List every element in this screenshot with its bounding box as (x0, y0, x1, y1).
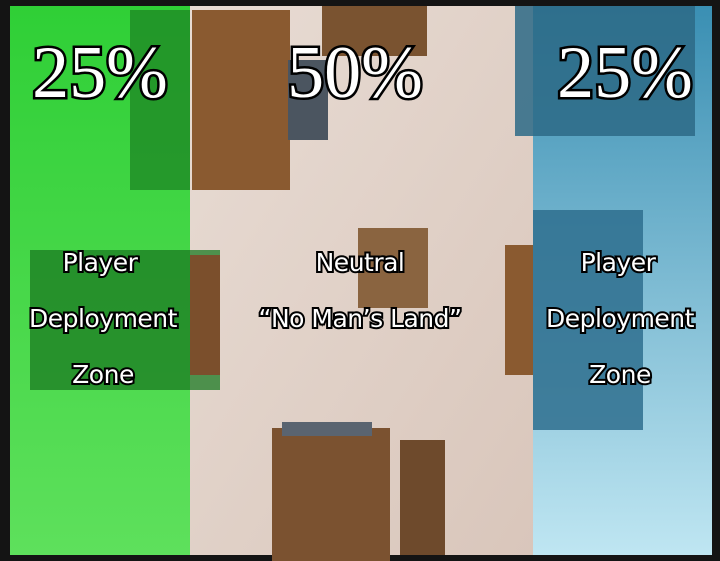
zone-share: 25% (557, 32, 693, 114)
buildings (30, 6, 695, 561)
zone-label: Zone (589, 360, 651, 389)
building (288, 60, 328, 140)
zone-share: 50% (287, 32, 423, 114)
building (533, 210, 643, 430)
building (30, 250, 220, 390)
building (358, 228, 428, 308)
zone-label: Neutral (316, 248, 405, 277)
zone-share: 25% (32, 32, 168, 114)
zone-label: Player (581, 248, 657, 277)
building (190, 255, 220, 375)
zone-label: Deployment (546, 304, 695, 333)
zone-label: “No Man’s Land” (259, 304, 462, 333)
building (282, 422, 372, 436)
building (192, 10, 290, 190)
zone-label: Zone (72, 360, 134, 389)
building (272, 428, 390, 561)
building (400, 440, 445, 555)
building (130, 10, 190, 190)
zone-label: Player (63, 248, 139, 277)
building (515, 6, 695, 136)
zone-label: Deployment (29, 304, 178, 333)
building (322, 6, 427, 56)
building (505, 245, 533, 375)
